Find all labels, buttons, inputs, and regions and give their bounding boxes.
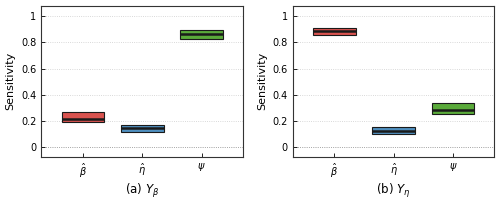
Bar	[121, 125, 164, 132]
X-axis label: (b) $Y_{\eta}$: (b) $Y_{\eta}$	[376, 183, 411, 200]
X-axis label: (a) $Y_{\beta}$: (a) $Y_{\beta}$	[125, 183, 160, 200]
Bar	[62, 112, 104, 122]
Bar	[432, 103, 474, 114]
Y-axis label: Sensitivity: Sensitivity	[6, 52, 16, 110]
Bar	[313, 28, 356, 35]
Y-axis label: Sensitivity: Sensitivity	[257, 52, 267, 110]
Bar	[372, 127, 415, 134]
Bar	[180, 30, 223, 39]
